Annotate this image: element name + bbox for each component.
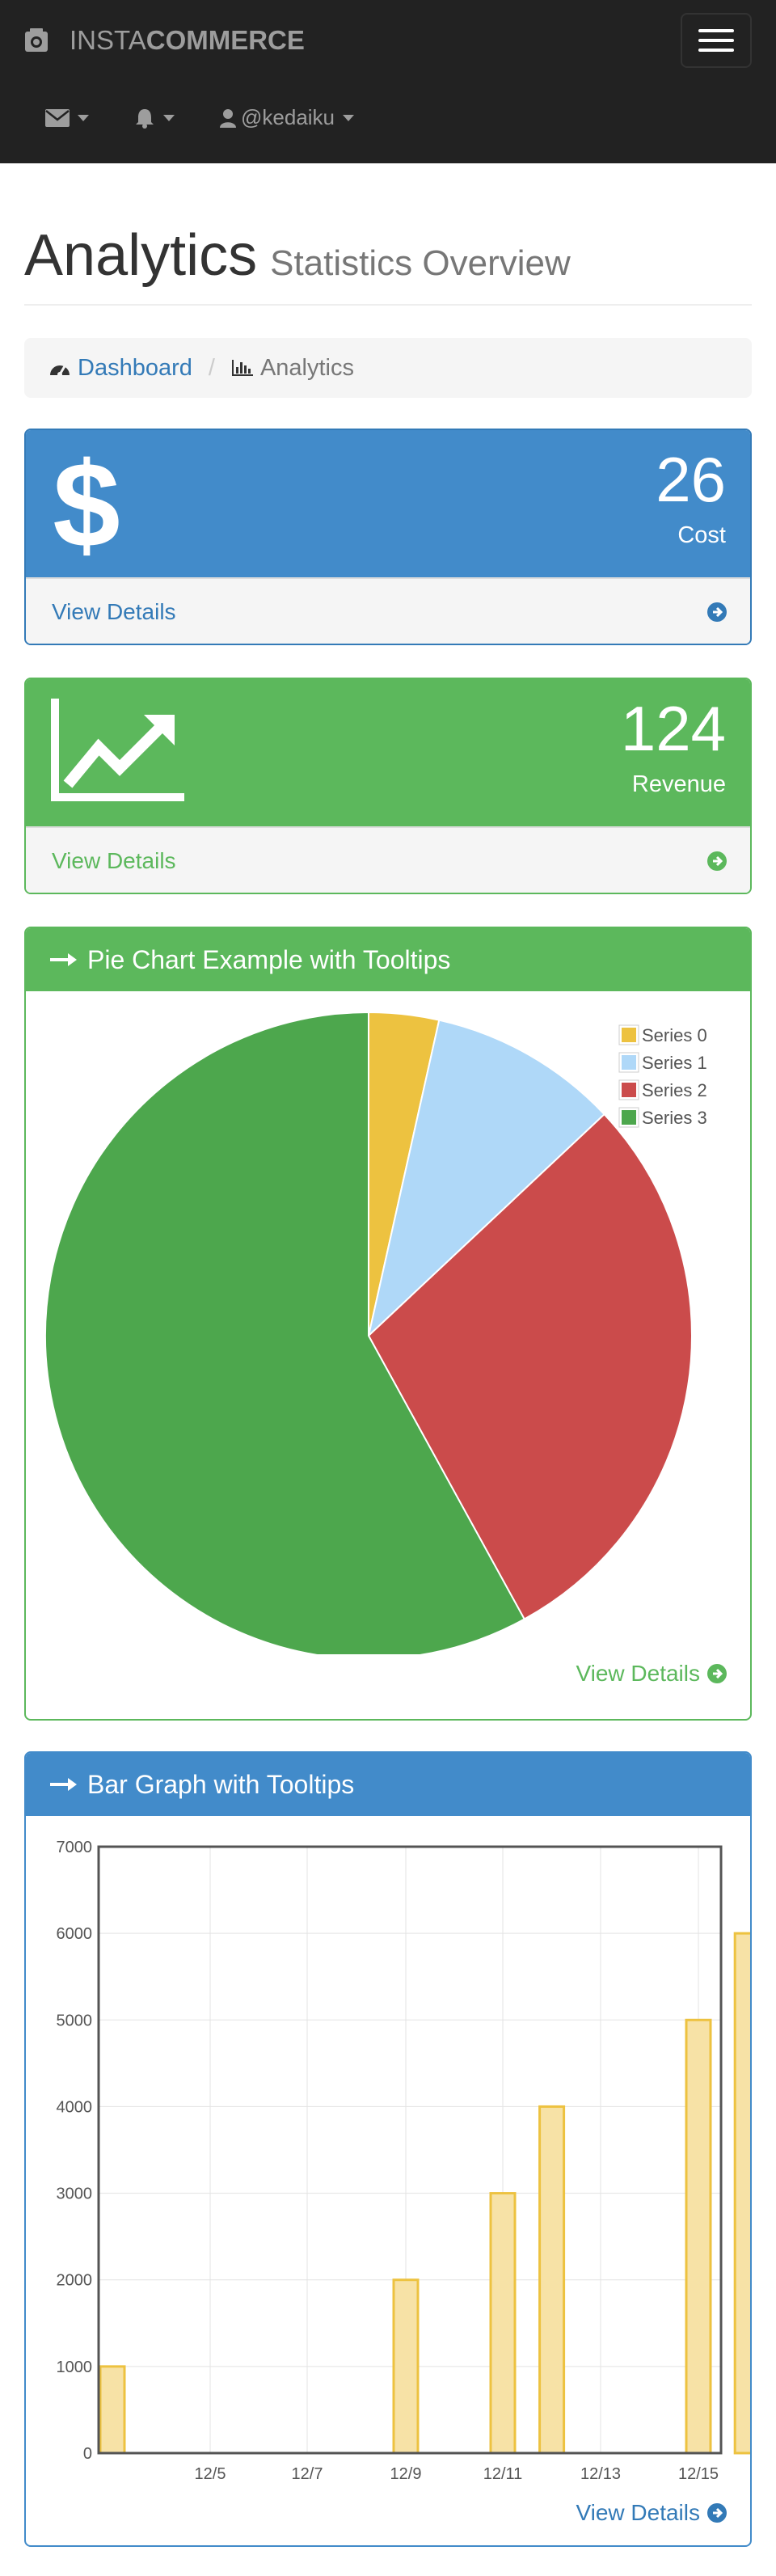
y-tick-label: 2000 <box>57 2272 93 2290</box>
pie-slice-3[interactable] <box>44 1011 526 1654</box>
bell-icon <box>136 108 154 129</box>
hamburger-bar <box>698 29 734 32</box>
page-header: Analytics Statistics Overview <box>24 226 752 306</box>
bar-chart-icon <box>231 360 253 376</box>
bar-chart-panel-heading: Bar Graph with Tooltips <box>26 1753 750 1816</box>
dashboard-icon <box>50 365 70 377</box>
brand[interactable]: INSTA COMMERCE <box>23 19 305 61</box>
y-tick-label: 3000 <box>57 2185 93 2203</box>
pie-legend-label: Series 2 <box>642 1080 707 1100</box>
pie-legend-label: Series 3 <box>642 1108 707 1128</box>
brand-name-light: INSTA <box>70 25 146 55</box>
long-arrow-right-icon <box>50 1778 77 1791</box>
breadcrumb-dashboard-link[interactable]: Dashboard <box>48 355 192 382</box>
pie-legend-label: Series 0 <box>642 1025 707 1045</box>
breadcrumb-separator: / <box>208 354 215 381</box>
bar-chart-panel: Bar Graph with Tooltips 0 1000 2000 3000 400… <box>24 1751 752 2547</box>
caret-down-icon <box>78 114 89 121</box>
view-details-label: View Details <box>52 848 176 873</box>
navbar: INSTA COMMERCE @kedaiku <box>0 0 776 163</box>
bar-view-details-link[interactable]: View Details <box>576 2500 728 2526</box>
top-nav: @kedaiku <box>45 105 399 130</box>
line-chart-icon <box>51 699 184 801</box>
cost-label: Cost <box>677 522 726 548</box>
cost-view-details-link[interactable]: View Details <box>26 577 750 644</box>
cost-panel-heading: $ 26 Cost <box>26 430 750 577</box>
x-tick-label: 12/5 <box>195 2465 226 2483</box>
alerts-dropdown[interactable] <box>134 108 175 129</box>
pie-legend-label: Series 1 <box>642 1053 707 1073</box>
cost-value: 26 <box>656 444 726 515</box>
caret-down-icon <box>343 114 355 121</box>
view-details-label: View Details <box>52 599 176 624</box>
revenue-label: Revenue <box>631 771 726 797</box>
x-tick-label: 12/13 <box>580 2465 621 2483</box>
breadcrumb-dashboard-label: Dashboard <box>78 354 192 381</box>
pie-legend-swatch <box>622 1055 636 1070</box>
view-details-label: View Details <box>576 2500 700 2525</box>
y-tick-label: 4000 <box>57 2098 93 2116</box>
brand-name-bold: COMMERCE <box>146 25 305 55</box>
bar-chart[interactable]: 0 1000 2000 3000 4000 5000 6000 7000 12/5 12/7 12/… <box>26 1816 750 2500</box>
view-details-label: View Details <box>576 1661 700 1686</box>
bar-12/11[interactable] <box>489 2192 517 2455</box>
page-title: Analytics <box>24 223 258 288</box>
arrow-circle-right-icon <box>707 2503 727 2523</box>
pie-chart-title: Pie Chart Example with Tooltips <box>87 944 451 974</box>
x-tick-label: 12/7 <box>292 2465 323 2483</box>
hamburger-bar <box>698 39 734 42</box>
user-icon <box>220 108 236 128</box>
page-subtitle: Statistics Overview <box>270 243 571 283</box>
x-tick-label: 12/15 <box>678 2465 719 2483</box>
pie-legend: Series 0 Series 1 Series 2 Series 3 <box>614 1020 736 1128</box>
breadcrumb: Dashboard / Analytics <box>24 338 752 398</box>
x-tick-label: 12/9 <box>390 2465 422 2483</box>
bar-chart-title: Bar Graph with Tooltips <box>87 1769 355 1799</box>
arrow-circle-right-icon <box>707 1664 727 1683</box>
pie-legend-swatch <box>622 1083 636 1097</box>
y-tick-label: 1000 <box>57 2359 93 2376</box>
bar-12/12[interactable] <box>538 2105 566 2455</box>
revenue-panel: 124 Revenue View Details <box>24 678 752 894</box>
hamburger-bar <box>698 49 734 52</box>
pie-legend-swatch <box>622 1028 636 1042</box>
breadcrumb-current: Analytics <box>231 355 354 382</box>
breadcrumb-current-label: Analytics <box>259 354 354 381</box>
bar-12/3[interactable] <box>99 2365 126 2455</box>
pie-chart-panel-heading: Pie Chart Example with Tooltips <box>26 928 750 991</box>
bar-12/15[interactable] <box>685 2018 712 2455</box>
user-name: @kedaiku <box>241 105 335 129</box>
user-dropdown[interactable]: @kedaiku <box>220 105 355 130</box>
pie-slice-2[interactable] <box>367 1113 693 1620</box>
camera-icon <box>25 28 48 52</box>
plot-frame <box>97 1845 723 2455</box>
arrow-circle-right-icon <box>707 851 727 871</box>
caret-down-icon <box>163 114 175 121</box>
y-tick-label: 0 <box>83 2445 92 2463</box>
arrow-circle-right-icon <box>707 602 727 622</box>
revenue-value: 124 <box>620 693 726 764</box>
bar-12/16[interactable] <box>733 1932 750 2455</box>
pie-slice-1[interactable] <box>367 1019 606 1338</box>
pie-view-details-link[interactable]: View Details <box>576 1661 728 1687</box>
envelope-icon <box>45 108 70 127</box>
pie-legend-swatch <box>622 1110 636 1125</box>
svg-text:$: $ <box>53 448 120 561</box>
pie-chart[interactable]: Series 0 Series 1 Series 2 Series 3 <box>26 991 750 1654</box>
y-tick-label: 5000 <box>57 2012 93 2029</box>
bar-12/9[interactable] <box>392 2278 420 2455</box>
messages-dropdown[interactable] <box>45 108 89 127</box>
y-tick-label: 7000 <box>57 1839 93 1856</box>
revenue-view-details-link[interactable]: View Details <box>26 826 750 893</box>
pie-chart-panel: Pie Chart Example with Tooltips Series 0… <box>24 927 752 1721</box>
y-tick-label: 6000 <box>57 1925 93 1943</box>
revenue-panel-heading: 124 Revenue <box>26 679 750 826</box>
long-arrow-right-icon <box>50 953 77 966</box>
dollar-icon: $ <box>53 448 120 561</box>
menu-toggle-button[interactable] <box>681 13 752 68</box>
cost-panel: $ 26 Cost View Details <box>24 429 752 645</box>
x-tick-label: 12/11 <box>483 2465 523 2483</box>
